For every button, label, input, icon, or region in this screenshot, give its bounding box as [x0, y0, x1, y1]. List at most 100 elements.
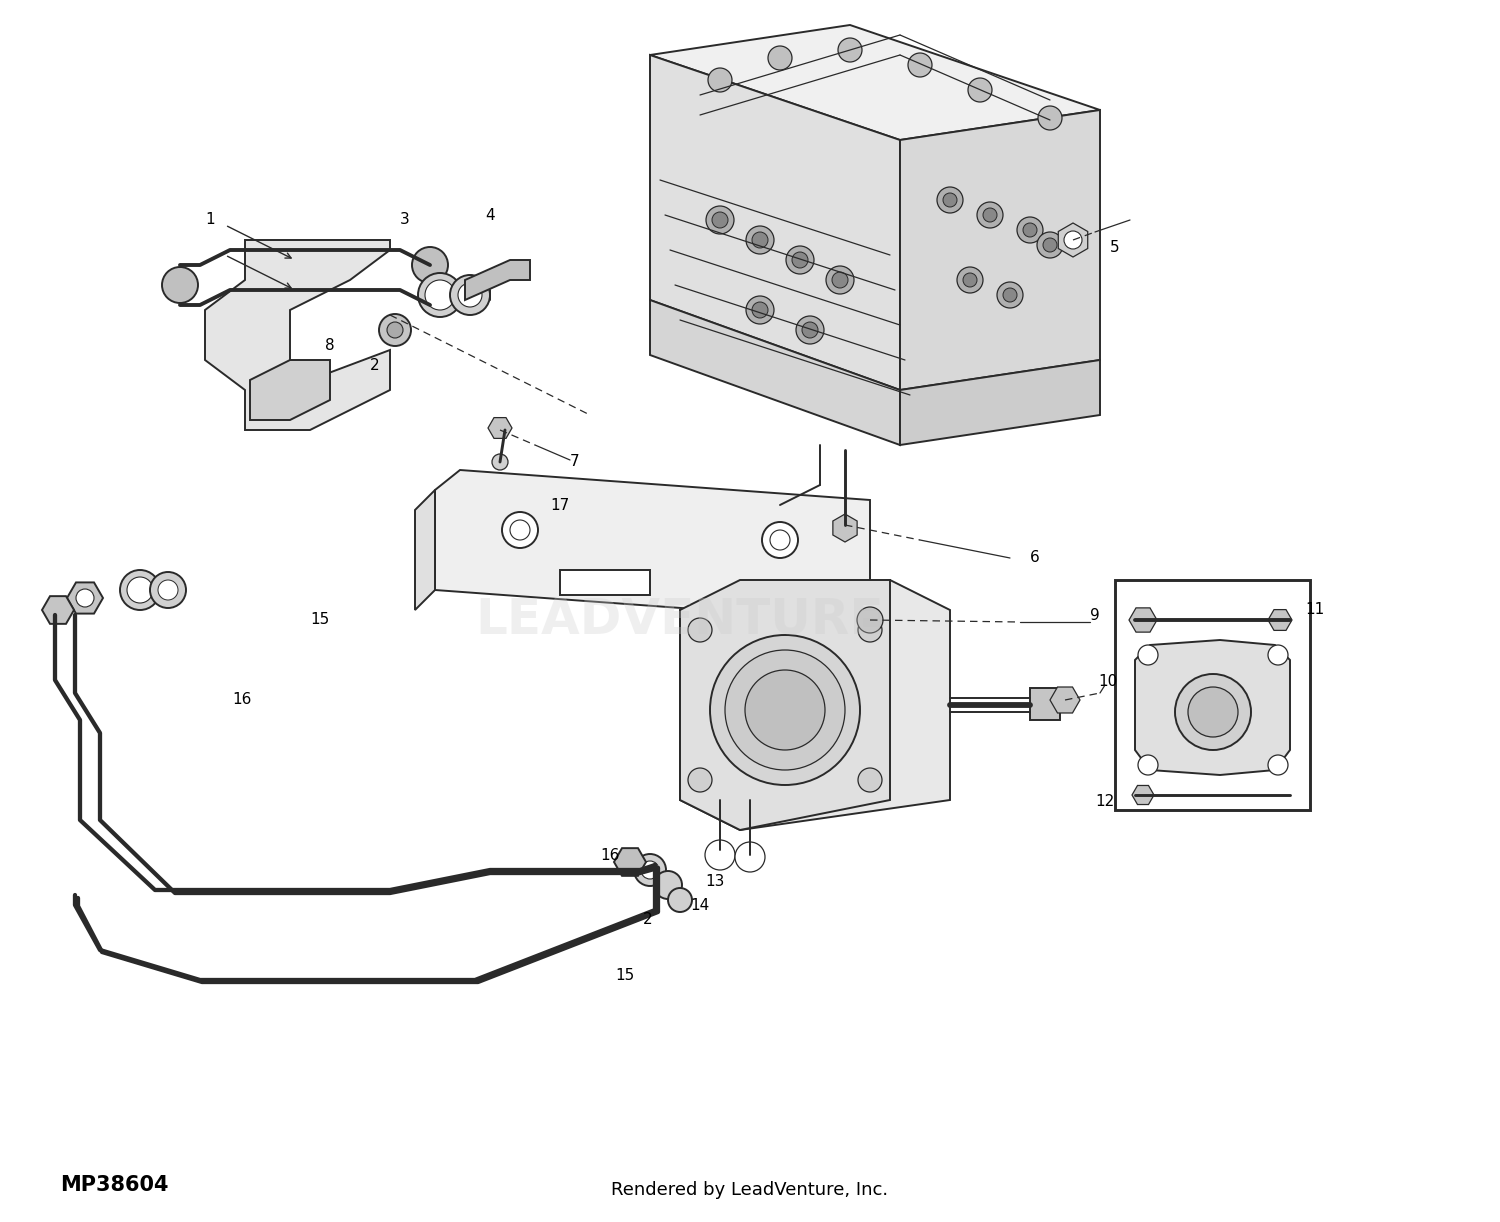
Circle shape: [908, 53, 932, 77]
Text: 16: 16: [600, 848, 619, 863]
Circle shape: [746, 296, 774, 324]
Circle shape: [856, 607, 883, 633]
Text: 7: 7: [570, 455, 580, 469]
Circle shape: [387, 323, 404, 338]
Bar: [560, 569, 650, 595]
Text: 14: 14: [690, 897, 709, 913]
Circle shape: [938, 187, 963, 213]
Text: 6: 6: [1030, 550, 1039, 566]
Polygon shape: [1030, 688, 1060, 720]
Polygon shape: [650, 24, 1100, 141]
Circle shape: [1174, 675, 1251, 750]
Circle shape: [998, 282, 1023, 308]
Text: 16: 16: [232, 693, 252, 708]
Circle shape: [768, 46, 792, 70]
Polygon shape: [1268, 610, 1292, 631]
Circle shape: [762, 522, 798, 558]
Text: Rendered by LeadVenture, Inc.: Rendered by LeadVenture, Inc.: [612, 1180, 888, 1199]
Circle shape: [712, 211, 728, 229]
Polygon shape: [900, 110, 1100, 390]
Text: 1: 1: [206, 213, 214, 227]
Text: 13: 13: [705, 875, 724, 890]
Circle shape: [746, 670, 825, 750]
Circle shape: [668, 888, 692, 912]
Circle shape: [688, 618, 712, 642]
Circle shape: [735, 842, 765, 873]
Circle shape: [944, 193, 957, 207]
Polygon shape: [1050, 687, 1080, 712]
Circle shape: [424, 280, 454, 310]
Circle shape: [158, 580, 178, 600]
Text: 2: 2: [370, 358, 380, 373]
Polygon shape: [680, 580, 950, 830]
Circle shape: [1042, 238, 1058, 252]
Circle shape: [858, 767, 882, 792]
Circle shape: [492, 455, 508, 470]
Polygon shape: [416, 490, 435, 610]
Circle shape: [705, 840, 735, 870]
Circle shape: [1268, 755, 1288, 775]
Circle shape: [510, 521, 530, 540]
Text: 2: 2: [644, 913, 652, 927]
Circle shape: [708, 68, 732, 92]
Circle shape: [450, 275, 491, 315]
Circle shape: [833, 273, 848, 288]
Circle shape: [802, 323, 818, 338]
Circle shape: [150, 572, 186, 609]
Polygon shape: [650, 55, 900, 390]
Circle shape: [128, 577, 153, 602]
Circle shape: [710, 635, 860, 785]
Circle shape: [458, 284, 482, 307]
Circle shape: [1138, 755, 1158, 775]
Polygon shape: [680, 580, 890, 830]
Circle shape: [634, 854, 666, 886]
Circle shape: [724, 650, 844, 770]
Text: 5: 5: [1110, 241, 1120, 255]
Text: 4: 4: [484, 208, 495, 222]
Circle shape: [1188, 687, 1237, 737]
Bar: [1114, 580, 1310, 810]
Text: 15: 15: [615, 968, 634, 982]
Circle shape: [982, 208, 998, 222]
Circle shape: [503, 512, 538, 547]
Circle shape: [786, 246, 814, 274]
Circle shape: [796, 316, 824, 345]
Circle shape: [1023, 222, 1036, 237]
Circle shape: [413, 247, 448, 284]
Circle shape: [706, 207, 734, 233]
Circle shape: [1138, 645, 1158, 665]
Polygon shape: [614, 848, 646, 876]
Circle shape: [419, 273, 462, 316]
Polygon shape: [1130, 607, 1156, 632]
Text: 15: 15: [310, 612, 330, 628]
Polygon shape: [650, 299, 900, 445]
Polygon shape: [833, 514, 856, 543]
Polygon shape: [1136, 640, 1290, 775]
Text: 10: 10: [1098, 675, 1118, 689]
Circle shape: [752, 302, 768, 318]
Circle shape: [654, 871, 682, 899]
Circle shape: [640, 862, 658, 879]
Circle shape: [688, 767, 712, 792]
Polygon shape: [206, 240, 390, 430]
Circle shape: [957, 266, 982, 293]
Circle shape: [1064, 231, 1082, 249]
Circle shape: [380, 314, 411, 346]
Circle shape: [839, 38, 862, 62]
Circle shape: [76, 589, 94, 607]
Text: 12: 12: [1095, 794, 1114, 809]
Circle shape: [1017, 218, 1042, 243]
Text: 11: 11: [1305, 602, 1324, 617]
Circle shape: [1036, 232, 1064, 258]
Polygon shape: [1059, 222, 1088, 257]
Circle shape: [858, 618, 882, 642]
Polygon shape: [1132, 786, 1154, 804]
Text: 8: 8: [326, 337, 334, 352]
Polygon shape: [42, 596, 74, 624]
Polygon shape: [900, 360, 1100, 445]
Circle shape: [1268, 645, 1288, 665]
Text: 17: 17: [550, 497, 570, 512]
Circle shape: [770, 530, 790, 550]
Circle shape: [968, 78, 992, 101]
Text: LEADVENTURE: LEADVENTURE: [476, 596, 885, 644]
